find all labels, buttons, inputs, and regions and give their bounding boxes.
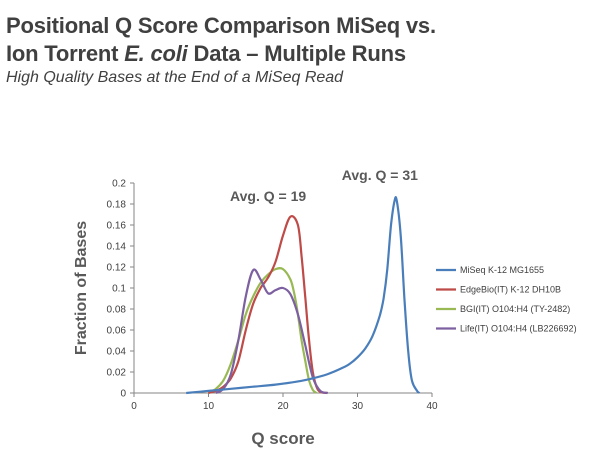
series-line-2 xyxy=(208,215,328,395)
title-line-2-prefix: Ion Torrent xyxy=(6,41,125,66)
legend-label-2: EdgeBio(IT) K-12 DH10B xyxy=(460,285,561,295)
x-tick-label: 30 xyxy=(352,401,364,412)
y-tick-label: 0.2 xyxy=(112,179,126,190)
y-tick-label: 0 xyxy=(120,389,126,400)
y-tick-label: 0.06 xyxy=(107,326,127,337)
x-tick-label: 10 xyxy=(203,401,215,412)
annotation-label-2: Avg. Q = 31 xyxy=(342,167,418,183)
title-line-1-text: Positional Q Score Comparison MiSeq vs. xyxy=(6,13,436,38)
legend-label-3: BGI(IT) O104:H4 (TY-2482) xyxy=(460,304,570,314)
x-tick-label: 20 xyxy=(277,401,289,412)
y-tick-label: 0.1 xyxy=(112,284,126,295)
y-tick-label: 0.08 xyxy=(107,305,127,316)
series-line-4 xyxy=(215,268,329,395)
page-subtitle: High Quality Bases at the End of a MiSeq… xyxy=(6,69,344,86)
y-tick-label: 0.14 xyxy=(107,242,127,253)
legend-label-1: MiSeq K-12 MG1655 xyxy=(460,265,544,275)
y-axis-title: Fraction of Bases xyxy=(73,221,90,355)
x-tick-label: 0 xyxy=(131,401,137,412)
title-line-2-suffix: Data – Multiple Runs xyxy=(187,41,407,66)
y-tick-label: 0.16 xyxy=(107,221,127,232)
title-species: E. coli xyxy=(124,41,188,66)
series-line-3 xyxy=(207,267,318,394)
legend-label-4: Life(IT) O104:H4 (LB226692) xyxy=(460,324,577,334)
annotation-label-1: Avg. Q = 19 xyxy=(230,188,306,204)
page-title-line-2: Ion Torrent E. coli Data – Multiple Runs xyxy=(6,41,406,67)
page-title-line-1: Positional Q Score Comparison MiSeq vs. xyxy=(6,13,436,39)
y-tick-label: 0.18 xyxy=(107,200,127,211)
x-axis-title: Q score xyxy=(251,429,314,448)
y-tick-label: 0.04 xyxy=(107,347,127,358)
x-tick-label: 40 xyxy=(426,401,438,412)
series-line-1 xyxy=(186,196,421,395)
y-tick-label: 0.12 xyxy=(107,263,127,274)
y-tick-label: 0.02 xyxy=(107,368,127,379)
